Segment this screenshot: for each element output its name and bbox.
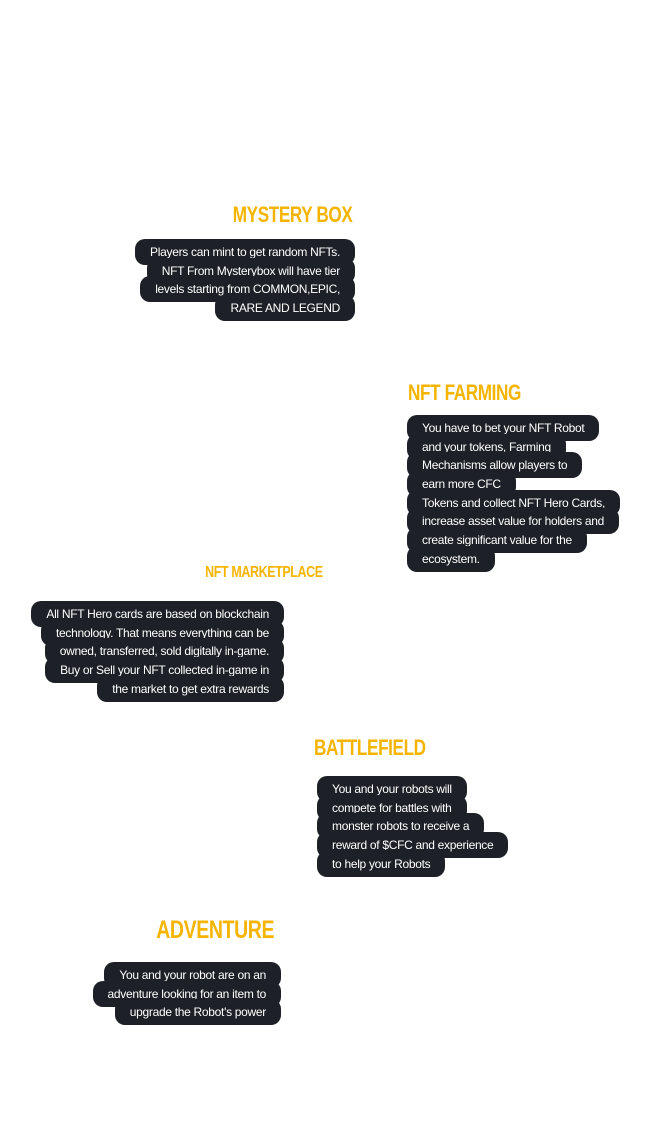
text-line-label: ecosystem. — [407, 545, 495, 572]
section-text: You and your robots will compete for batt… — [317, 776, 509, 877]
section-text: Players can mint to get random NFTs. NFT … — [135, 239, 355, 322]
section-title: MYSTERY BOX — [232, 202, 352, 227]
text-line: RARE AND LEGEND — [135, 295, 355, 322]
section-title: BATTLEFIELD — [314, 735, 426, 760]
text-line-label: to help your Robots — [317, 850, 446, 877]
section-text: You have to bet your NFT Robot and your t… — [407, 415, 620, 572]
text-line: ecosystem. — [407, 545, 620, 572]
section-text: You and your robot are on an adventure lo… — [92, 962, 281, 1026]
text-line: to help your Robots — [317, 850, 508, 877]
text-line: the market to get extra rewards — [31, 675, 284, 702]
text-line-label: the market to get extra rewards — [97, 675, 284, 702]
text-line-label: RARE AND LEGEND — [215, 295, 355, 322]
section-title: NFT MARKETPLACE — [205, 564, 323, 581]
section-text: All NFT Hero cards are based on blockcha… — [31, 601, 284, 702]
section-title: NFT FARMING — [408, 380, 521, 405]
text-line-label: upgrade the Robot's power — [114, 999, 281, 1026]
text-line: upgrade the Robot's power — [93, 999, 281, 1026]
section-title: ADVENTURE — [156, 916, 274, 944]
